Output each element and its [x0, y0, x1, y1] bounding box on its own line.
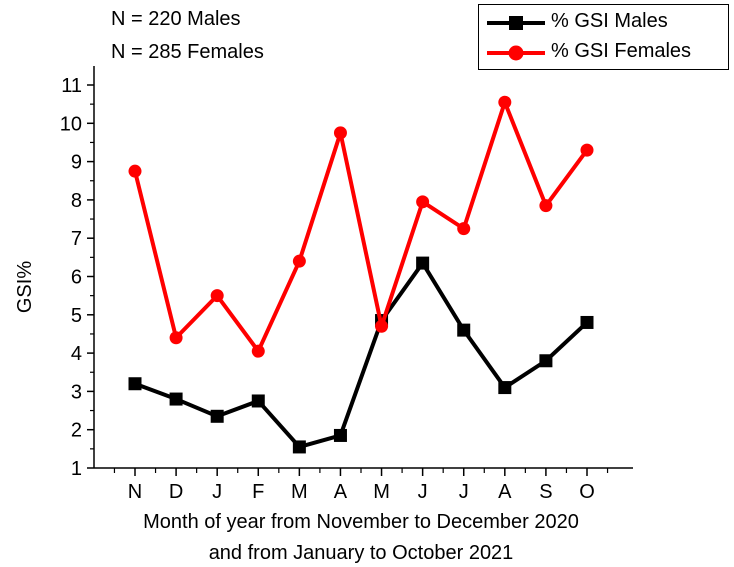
males-count-annotation: N = 220 Males [111, 8, 241, 30]
legend-item-males: % GSI Males [479, 9, 728, 37]
data-point-females [333, 126, 347, 140]
data-point-females [292, 254, 306, 268]
legend-swatch-males [487, 16, 545, 30]
x-axis-label-line1: Month of year from November to December … [143, 511, 579, 533]
data-point-females [251, 344, 265, 358]
y-tick-label: 10 [60, 113, 82, 135]
x-tick-label: F [252, 481, 264, 503]
x-tick-label: J [212, 481, 222, 503]
data-point-females [210, 289, 224, 303]
x-tick-label: D [169, 481, 183, 503]
y-tick-label: 2 [71, 420, 82, 442]
chart-series [128, 95, 594, 454]
data-point-males [292, 440, 306, 454]
legend-label-males: % GSI Males [551, 10, 668, 32]
y-tick-label: 5 [71, 305, 82, 327]
y-tick-label: 9 [71, 152, 82, 174]
y-tick-label: 6 [71, 267, 82, 289]
data-point-males [169, 392, 183, 406]
data-point-males [416, 256, 430, 270]
x-tick-label: O [579, 481, 595, 503]
x-tick-label: J [459, 481, 469, 503]
females-count-annotation: N = 285 Females [111, 41, 264, 63]
chart-axes: 1 2 3 4 5 6 7 8 9 10 11 N D J F M A M J J A S O [60, 66, 633, 503]
legend-label-females: % GSI Females [551, 40, 692, 62]
y-tick-label: 3 [71, 381, 82, 403]
y-tick-label: 11 [61, 75, 82, 97]
legend-swatch-females [487, 45, 545, 61]
x-tick-label: M [373, 481, 390, 503]
series-line-females [133, 100, 589, 354]
y-tick-label: 4 [71, 343, 82, 365]
data-point-females [457, 222, 471, 236]
data-point-females [580, 143, 594, 157]
data-point-males [539, 354, 553, 368]
data-point-males [128, 377, 142, 391]
data-point-females [539, 199, 553, 213]
x-tick-label: A [498, 481, 512, 503]
series-line-males [134, 261, 589, 449]
data-point-females [416, 195, 430, 209]
data-point-males [498, 381, 512, 395]
y-axis-label: GSI% [14, 261, 36, 313]
y-tick-label: 1 [71, 458, 82, 480]
x-tick-label: N [128, 481, 142, 503]
data-point-females [128, 164, 142, 178]
data-point-females [169, 331, 183, 345]
data-point-males [333, 428, 347, 442]
x-axis-label-line2: and from January to October 2021 [209, 542, 514, 564]
data-point-males [251, 394, 265, 408]
y-tick-label: 8 [71, 190, 82, 212]
legend-item-females: % GSI Females [479, 39, 728, 67]
data-point-females [375, 319, 389, 333]
x-tick-label: S [539, 481, 552, 503]
x-tick-label: A [334, 481, 348, 503]
x-tick-label: J [418, 481, 428, 503]
data-point-females [498, 95, 512, 109]
data-point-males [210, 409, 224, 423]
x-tick-label: M [291, 481, 308, 503]
chart-legend: % GSI Males % GSI Females [478, 4, 729, 70]
data-point-males [580, 315, 594, 329]
y-tick-label: 7 [71, 228, 82, 250]
data-point-males [457, 323, 471, 337]
